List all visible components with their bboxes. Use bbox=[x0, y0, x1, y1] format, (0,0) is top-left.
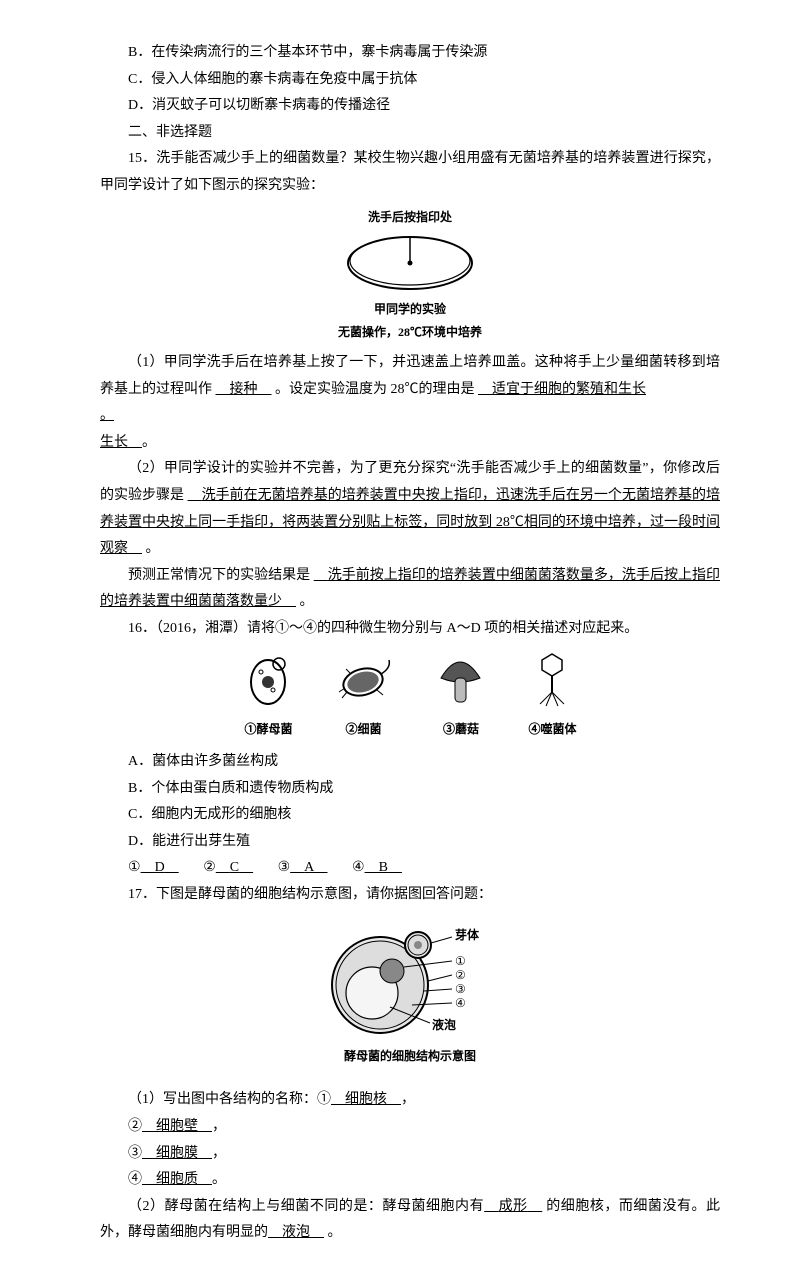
mushroom-icon bbox=[433, 650, 488, 710]
q15-p3c: 。 bbox=[300, 594, 314, 609]
q15-p1-end: 生长 。 bbox=[100, 430, 720, 457]
phage-icon bbox=[530, 650, 575, 710]
svg-text:液泡: 液泡 bbox=[432, 1017, 456, 1032]
q16-opt-b: B．个体由蛋白质和遗传物质构成 bbox=[100, 776, 720, 803]
svg-text:③: ③ bbox=[455, 982, 466, 996]
svg-text:④: ④ bbox=[455, 996, 466, 1010]
q15-p2c: 。 bbox=[146, 541, 160, 556]
q15-p3a: 预测正常情况下的实验结果是 bbox=[128, 568, 310, 583]
q17-p1-3: ③ 细胞膜 ， bbox=[100, 1141, 720, 1168]
q16-opt-a: A．菌体由许多菌丝构成 bbox=[100, 749, 720, 776]
q17-caption: 酵母菌的细胞结构示意图 bbox=[100, 1045, 720, 1068]
q15-p1: （1）甲同学洗手后在培养基上按了一下，并迅速盖上培养皿盖。这种将手上少量细菌转移… bbox=[100, 350, 720, 430]
q17-p2: （2）酵母菌在结构上与细菌不同的是：酵母菌细胞内有 成形 的细胞核，而细菌没有。… bbox=[100, 1194, 720, 1247]
q16-stem: 16．（2016，湘潭）请将①～④的四种微生物分别与 A～D 项的相关描述对应起… bbox=[100, 616, 720, 643]
q16-fig-1: ①酵母菌 bbox=[243, 650, 293, 741]
q15-p2b-ans: 洗手前在无菌培养基的培养装置中央按上指印，迅速洗手后在另一个无菌培养基的培养装置… bbox=[100, 488, 720, 556]
svg-text:②: ② bbox=[455, 968, 466, 982]
q16-figures: ①酵母菌 ②细菌 ③蘑菇 ④噬菌体 bbox=[100, 650, 720, 741]
yeast-icon bbox=[243, 650, 293, 710]
q14-opt-b: B．在传染病流行的三个基本环节中，寨卡病毒属于传染源 bbox=[100, 40, 720, 67]
q15-p1d-ans: 适宜于细胞的繁殖和生长 bbox=[478, 382, 646, 397]
q15-p3: 预测正常情况下的实验结果是 洗手前按上指印的培养装置中细菌菌落数量多，洗手后按上… bbox=[100, 563, 720, 616]
q15-fig-bottom2: 无菌操作，28℃环境中培养 bbox=[100, 321, 720, 344]
q14-opt-c: C．侵入人体细胞的寨卡病毒在免疫中属于抗体 bbox=[100, 67, 720, 94]
svg-text:芽体: 芽体 bbox=[455, 927, 480, 942]
section-2-title: 二、非选择题 bbox=[100, 120, 720, 147]
q16-fig-4: ④噬菌体 bbox=[528, 650, 576, 741]
q15-fig-bottom1: 甲同学的实验 bbox=[100, 298, 720, 321]
q14-opt-d: D．消灭蚊子可以切断寨卡病毒的传播途径 bbox=[100, 93, 720, 120]
q17-p1-2: ② 细胞壁 ， bbox=[100, 1114, 720, 1141]
q15-p2: （2）甲同学设计的实验并不完善，为了更充分探究“洗手能否减少手上的细菌数量”，你… bbox=[100, 456, 720, 562]
q17-p1: （1）写出图中各结构的名称：① 细胞核 ， bbox=[100, 1087, 720, 1114]
q16-fig-2: ②细菌 bbox=[333, 650, 393, 741]
q15-p1d-ans-2: 。 bbox=[100, 403, 114, 430]
q17-stem: 17．下图是酵母菌的细胞结构示意图，请你据图回答问题： bbox=[100, 882, 720, 909]
bacteria-icon bbox=[333, 650, 393, 710]
q17-p1-4: ④ 细胞质 。 bbox=[100, 1167, 720, 1194]
q16-opt-c: C．细胞内无成形的细胞核 bbox=[100, 802, 720, 829]
q16-fig-3: ③蘑菇 bbox=[433, 650, 488, 741]
q17-figure: 芽体 ① ② ③ ④ 液泡 酵母菌的细胞结构示意图 bbox=[100, 915, 720, 1068]
svg-text:①: ① bbox=[455, 954, 466, 968]
q15-p1b-ans: 接种 bbox=[216, 382, 272, 397]
q15-fig-top: 洗手后按指印处 bbox=[100, 206, 720, 229]
q15-figure: 洗手后按指印处 甲同学的实验 无菌操作，28℃环境中培养 bbox=[100, 206, 720, 344]
q16-opt-d: D．能进行出芽生殖 bbox=[100, 829, 720, 856]
q16-answers: ① D ② C ③ A ④ B bbox=[100, 855, 720, 882]
yeast-cell-icon: 芽体 ① ② ③ ④ 液泡 bbox=[300, 915, 520, 1045]
q15-p1c: 。设定实验温度为 28℃的理由是 bbox=[275, 382, 475, 397]
petri-dish-icon bbox=[335, 228, 485, 298]
q15-stem: 15．洗手能否减少手上的细菌数量？某校生物兴趣小组用盛有无菌培养基的培养装置进行… bbox=[100, 146, 720, 199]
